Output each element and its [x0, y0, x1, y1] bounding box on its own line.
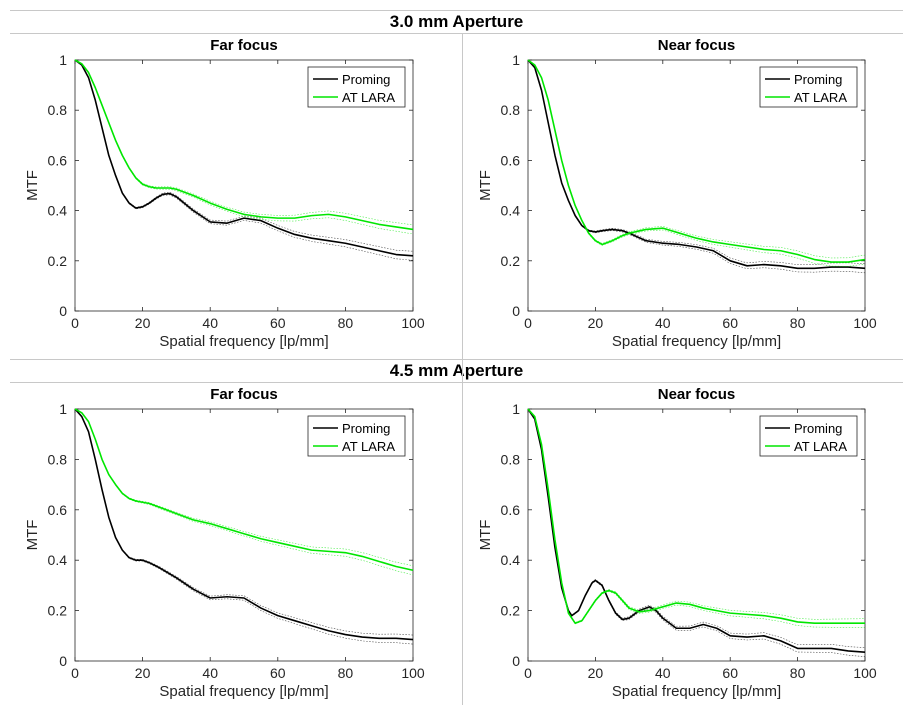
- y-tick-label: 0.6: [501, 502, 521, 518]
- x-tick-label: 0: [71, 315, 79, 331]
- y-tick-label: 0.6: [48, 152, 68, 168]
- x-tick-label: 0: [71, 665, 79, 681]
- legend-label: Proming: [794, 421, 842, 436]
- section-title-3mm: 3.0 mm Aperture: [10, 10, 903, 34]
- series-band-lower-at-lara: [527, 59, 866, 267]
- y-tick-label: 0.6: [501, 152, 521, 168]
- y-axis-label: MTF: [477, 170, 494, 201]
- y-tick-label: 0.4: [501, 203, 521, 219]
- y-tick-label: 0.8: [501, 102, 521, 118]
- legend-label: Proming: [342, 72, 390, 87]
- section-title-45mm: 4.5 mm Aperture: [10, 359, 903, 383]
- y-axis-label: MTF: [477, 520, 494, 551]
- y-tick-label: 0.8: [501, 451, 521, 467]
- y-tick-label: 0.2: [501, 253, 521, 269]
- y-tick-label: 1: [59, 52, 67, 68]
- series-line-at-lara: [74, 408, 414, 572]
- x-tick-label: 60: [270, 315, 286, 331]
- y-tick-label: 0.2: [501, 603, 521, 619]
- y-tick-label: 0.2: [48, 603, 68, 619]
- y-tick-label: 0.8: [48, 102, 68, 118]
- y-tick-label: 0.4: [48, 203, 68, 219]
- series-line-at-lara: [74, 59, 414, 231]
- x-tick-label: 0: [524, 315, 532, 331]
- chart-title: Near focus: [658, 37, 736, 54]
- series-line-proming: [74, 408, 414, 641]
- y-tick-label: 0.4: [48, 552, 68, 568]
- legend-label: AT LARA: [794, 439, 847, 454]
- x-tick-label: 60: [270, 665, 286, 681]
- legend-box: [307, 66, 406, 108]
- y-axis-label: MTF: [24, 520, 41, 551]
- x-tick-label: 40: [655, 315, 671, 331]
- legend-box: [759, 415, 858, 457]
- y-tick-label: 0.2: [48, 253, 68, 269]
- series-band-lower-proming: [527, 59, 866, 274]
- x-axis-label: Spatial frequency [lp/mm]: [159, 683, 328, 700]
- x-tick-label: 60: [722, 315, 738, 331]
- chart-near-focus-45mm: Near focus 0 20 40 60 80 100 0 0.2 0.4 0.6 0.8 1 Spat…: [477, 386, 877, 700]
- series-line-at-lara: [527, 408, 865, 624]
- legend: Proming AT LARA: [759, 66, 858, 108]
- x-tick-label: 20: [588, 315, 604, 331]
- x-tick-label: 80: [338, 665, 354, 681]
- x-tick-label: 60: [722, 665, 738, 681]
- legend-box: [307, 415, 406, 457]
- y-axis-label: MTF: [24, 170, 41, 201]
- legend-label: Proming: [794, 72, 842, 87]
- x-tick-label: 100: [853, 665, 877, 681]
- x-tick-label: 20: [588, 665, 604, 681]
- x-axis-label: Spatial frequency [lp/mm]: [159, 333, 328, 350]
- chart-far-focus-3mm: Far focus 0 20 40 60 80 100 0 0.2 0.4 0.6 0.8 1 Spati…: [24, 37, 425, 350]
- y-tick-label: 1: [512, 52, 520, 68]
- legend: Proming AT LARA: [307, 66, 406, 108]
- x-tick-label: 40: [202, 315, 218, 331]
- legend: Proming AT LARA: [307, 415, 406, 457]
- x-tick-label: 20: [135, 315, 151, 331]
- legend-label: AT LARA: [342, 439, 395, 454]
- series-band-upper-proming: [527, 408, 866, 648]
- y-tick-label: 1: [512, 401, 520, 417]
- x-axis-label: Spatial frequency [lp/mm]: [612, 683, 781, 700]
- legend: Proming AT LARA: [759, 415, 858, 457]
- x-tick-label: 20: [135, 665, 151, 681]
- x-tick-label: 80: [790, 665, 806, 681]
- x-axis-label: Spatial frequency [lp/mm]: [612, 333, 781, 350]
- x-tick-label: 100: [401, 665, 425, 681]
- series-line-proming: [74, 59, 414, 257]
- y-tick-label: 0: [59, 303, 67, 319]
- y-tick-label: 0.4: [501, 552, 521, 568]
- chart-title: Near focus: [658, 386, 736, 403]
- legend-box: [759, 66, 858, 108]
- legend-label: AT LARA: [794, 90, 847, 105]
- x-tick-label: 100: [401, 315, 425, 331]
- x-tick-label: 100: [853, 315, 877, 331]
- series-line-at-lara: [527, 59, 866, 263]
- legend-label: AT LARA: [342, 90, 395, 105]
- chart-near-focus-3mm: Near focus 0 20 40 60 80 100 0 0.2 0.4 0.6 0.8 1 Spat…: [477, 37, 877, 350]
- chart-far-focus-45mm: Far focus 0 20 40 60 80 100 0 0.2 0.4 0.6 0.8 1 Spati…: [24, 386, 425, 700]
- x-tick-label: 80: [790, 315, 806, 331]
- x-tick-label: 80: [338, 315, 354, 331]
- y-tick-label: 0: [59, 653, 67, 669]
- x-tick-label: 40: [655, 665, 671, 681]
- chart-title: Far focus: [210, 386, 278, 403]
- series-band-upper-proming: [74, 59, 414, 252]
- panel-divider: [462, 33, 463, 705]
- legend-label: Proming: [342, 421, 390, 436]
- x-tick-label: 40: [202, 665, 218, 681]
- series-band-lower-proming: [74, 408, 414, 645]
- x-tick-label: 0: [524, 665, 532, 681]
- y-tick-label: 0.8: [48, 451, 68, 467]
- y-tick-label: 0.6: [48, 502, 68, 518]
- chart-title: Far focus: [210, 37, 278, 54]
- y-tick-label: 1: [59, 401, 67, 417]
- y-tick-label: 0: [512, 653, 520, 669]
- y-tick-label: 0: [512, 303, 520, 319]
